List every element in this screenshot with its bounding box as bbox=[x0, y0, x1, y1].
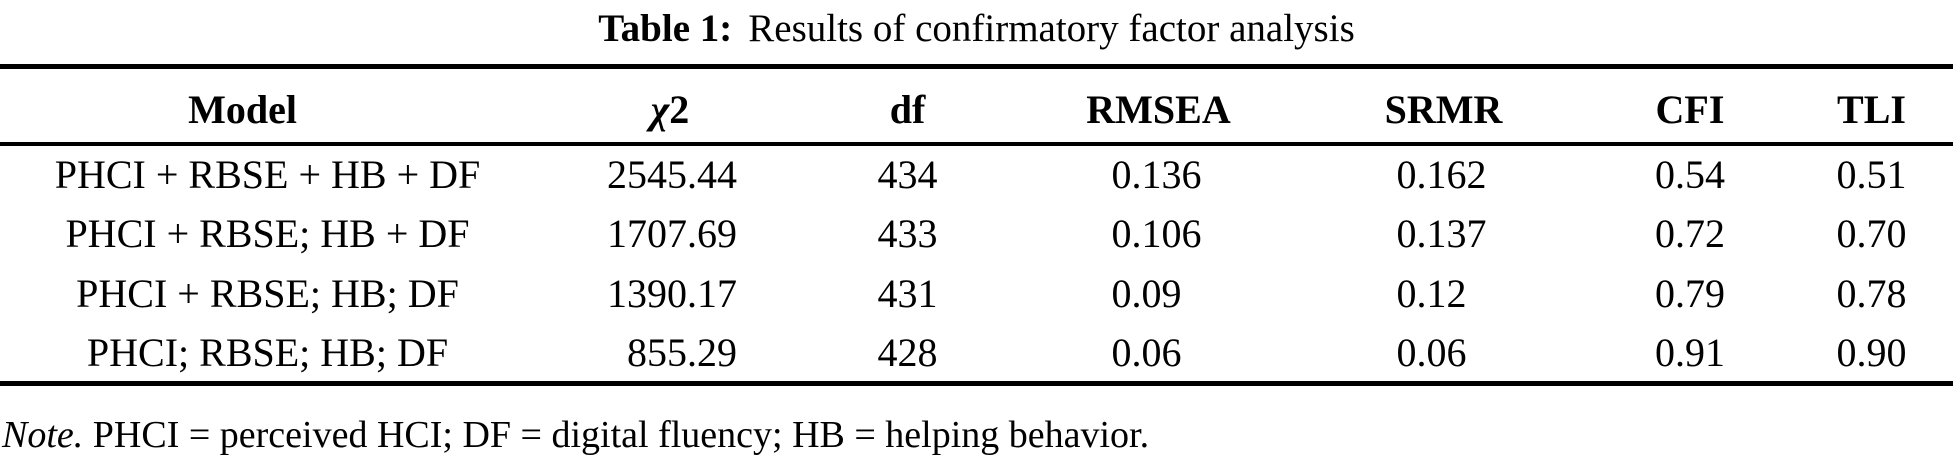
cell-rmsea: 0.106 bbox=[1010, 204, 1307, 264]
cell-tli: 0.90 bbox=[1836, 329, 1907, 375]
table-row: PHCI + RBSE; HB + DF 1707.69 433 0.106 0… bbox=[0, 204, 1953, 264]
cell-cfi: 0.54 bbox=[1655, 152, 1725, 197]
cfa-results-table: Model χ2 df RMSEA SRMR CFI TLI PHCI + RB… bbox=[0, 64, 1953, 386]
cell-rmsea: 0.06 bbox=[1010, 324, 1307, 384]
srmr-value: 0.06 bbox=[1396, 329, 1467, 375]
table-note: Note. PHCI = perceived HCI; DF = digital… bbox=[0, 386, 1953, 458]
table-row: PHCI; RBSE; HB; DF 855.29 428 0.06 0.06 … bbox=[0, 324, 1953, 384]
cell-df: 433 bbox=[877, 211, 938, 256]
table-note-label: Note. bbox=[2, 414, 84, 456]
column-header-rmsea: RMSEA bbox=[1086, 86, 1231, 132]
cell-chi2: 1390.17 bbox=[535, 264, 805, 324]
cell-tli: 0.78 bbox=[1836, 271, 1907, 316]
srmr-value: 0.12 bbox=[1396, 271, 1467, 316]
cell-rmsea: 0.09 bbox=[1010, 264, 1307, 324]
cell-df: 434 bbox=[877, 152, 938, 197]
cell-cfi: 0.79 bbox=[1655, 271, 1725, 316]
cell-rmsea: 0.136 bbox=[1010, 144, 1307, 204]
cell-model: PHCI + RBSE + HB + DF bbox=[54, 152, 481, 197]
table-caption-text: Results of confirmatory factor analysis bbox=[748, 7, 1355, 50]
cell-model: PHCI; RBSE; HB; DF bbox=[86, 329, 449, 375]
chi2-value: 1707.69 bbox=[607, 211, 737, 256]
column-header-cfi: CFI bbox=[1655, 86, 1725, 132]
cell-model: PHCI + RBSE; HB; DF bbox=[76, 271, 459, 316]
column-header-srmr: SRMR bbox=[1384, 86, 1503, 132]
rmsea-value: 0.09 bbox=[1111, 271, 1182, 316]
column-header-model: Model bbox=[188, 86, 297, 132]
table-caption: Table 1: Results of confirmatory factor a… bbox=[0, 0, 1953, 64]
column-header-tli: TLI bbox=[1837, 86, 1906, 132]
cell-tli: 0.51 bbox=[1836, 152, 1907, 197]
cell-df: 431 bbox=[877, 271, 938, 316]
table-note-text: PHCI = perceived HCI; DF = digital fluen… bbox=[92, 414, 1150, 456]
column-header-df: df bbox=[889, 86, 926, 132]
cell-srmr: 0.12 bbox=[1307, 264, 1580, 324]
table-caption-label: Table 1: bbox=[598, 7, 733, 50]
chi2-value: 855.29 bbox=[627, 329, 737, 375]
cell-srmr: 0.137 bbox=[1307, 204, 1580, 264]
table-row: PHCI + RBSE + HB + DF 2545.44 434 0.136 … bbox=[0, 144, 1953, 204]
srmr-value: 0.162 bbox=[1396, 152, 1487, 197]
cell-cfi: 0.72 bbox=[1655, 211, 1725, 256]
chi-symbol: χ bbox=[650, 86, 670, 132]
cell-chi2: 2545.44 bbox=[535, 144, 805, 204]
chi2-value: 1390.17 bbox=[607, 271, 737, 316]
cell-chi2: 1707.69 bbox=[535, 204, 805, 264]
cell-cfi: 0.91 bbox=[1655, 329, 1725, 375]
cell-chi2: 855.29 bbox=[535, 324, 805, 384]
rmsea-value: 0.106 bbox=[1111, 211, 1202, 256]
chi-suffix: 2 bbox=[669, 86, 690, 132]
srmr-value: 0.137 bbox=[1396, 211, 1487, 256]
chi2-value: 2545.44 bbox=[607, 152, 737, 197]
rmsea-value: 0.136 bbox=[1111, 152, 1202, 197]
rmsea-value: 0.06 bbox=[1111, 329, 1182, 375]
table-row: PHCI + RBSE; HB; DF 1390.17 431 0.09 0.1… bbox=[0, 264, 1953, 324]
cell-df: 428 bbox=[877, 329, 938, 375]
cell-tli: 0.70 bbox=[1836, 211, 1907, 256]
header-row: Model χ2 df RMSEA SRMR CFI TLI bbox=[0, 67, 1953, 144]
cell-model: PHCI + RBSE; HB + DF bbox=[65, 211, 470, 256]
column-header-chi2: χ2 bbox=[535, 67, 805, 144]
cell-srmr: 0.06 bbox=[1307, 324, 1580, 384]
cell-srmr: 0.162 bbox=[1307, 144, 1580, 204]
